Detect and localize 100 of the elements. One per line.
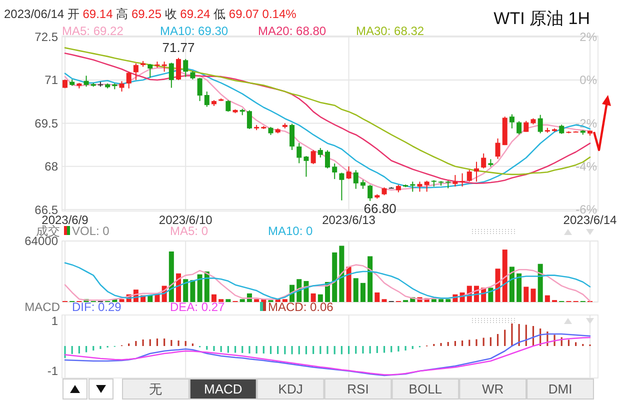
text: 无 xyxy=(149,382,162,396)
bar xyxy=(431,299,436,302)
text: DMI xyxy=(548,382,572,396)
bar xyxy=(154,294,160,302)
bar xyxy=(254,299,260,302)
bar xyxy=(211,294,216,302)
candlestick xyxy=(296,142,302,164)
bar xyxy=(353,278,358,302)
text: MACD xyxy=(204,382,242,396)
text: 2023/06/14 开 69.14 高 69.25 收 69.24 低 69.07 0.14% xyxy=(4,7,296,21)
legend-label: VOL: 0 xyxy=(72,224,110,238)
bar xyxy=(495,268,500,302)
bar xyxy=(332,252,338,302)
bar xyxy=(509,266,514,302)
candlestick xyxy=(133,62,138,81)
y-tick-label: 71 xyxy=(44,73,58,88)
annotation: 66.80 xyxy=(364,200,396,216)
bar xyxy=(530,288,536,302)
bar xyxy=(119,299,124,302)
text: MA10: 69.30 xyxy=(160,24,228,38)
candlestick xyxy=(417,181,422,192)
candlestick xyxy=(290,123,295,150)
text: MA30: 68.32 xyxy=(356,24,424,38)
candlestick xyxy=(559,124,564,134)
bar xyxy=(502,250,508,302)
y-tick-label: 72.5 xyxy=(34,30,58,44)
chart-title: WTI 原油 1H xyxy=(494,9,590,28)
bar xyxy=(516,273,522,302)
candlestick xyxy=(168,62,174,88)
x-tick-label: 2023/6/10 xyxy=(158,213,213,227)
candlestick xyxy=(84,75,89,88)
y2-tick-label: 0% xyxy=(580,73,598,88)
candlestick xyxy=(197,77,202,102)
bar xyxy=(183,279,188,302)
candlestick xyxy=(339,172,344,201)
bar xyxy=(446,299,451,302)
candlestick xyxy=(246,110,252,130)
candlestick xyxy=(318,147,323,158)
candlestick xyxy=(466,169,472,182)
bar xyxy=(538,264,543,302)
candlestick xyxy=(126,71,132,89)
bar xyxy=(360,282,366,302)
annotation: 71.77 xyxy=(162,40,195,55)
candlestick xyxy=(495,138,500,160)
candlestick xyxy=(346,166,352,180)
candlestick xyxy=(452,174,458,188)
text: MA20: 68.80 xyxy=(258,24,326,38)
bar xyxy=(318,294,323,302)
candlestick xyxy=(204,91,210,108)
y-tick-label: 69.5 xyxy=(34,116,58,130)
candlestick xyxy=(410,181,416,192)
text: MA5: 0 xyxy=(170,224,208,238)
text: MA5: 69.22 xyxy=(62,24,124,38)
bar xyxy=(310,293,316,302)
legend-label: MACD: 0.06 xyxy=(268,300,334,314)
candlestick xyxy=(524,120,529,132)
candlestick xyxy=(538,114,543,134)
y-tick-label: 1 xyxy=(51,314,58,328)
candlestick xyxy=(353,170,358,190)
bar xyxy=(544,295,550,302)
candlestick xyxy=(226,100,231,112)
bar xyxy=(190,280,196,302)
y2-tick-label: 2% xyxy=(580,30,598,44)
y-tick-label: 66.5 xyxy=(34,202,58,217)
bar xyxy=(197,274,202,302)
x-tick-label: 2023/6/13 xyxy=(322,213,376,227)
bar xyxy=(204,272,210,302)
y-tick-label: -1 xyxy=(47,364,58,378)
candlestick xyxy=(148,63,153,78)
y-axis-title: MACD xyxy=(24,300,60,314)
y-tick-label: 68 xyxy=(44,160,58,174)
candlestick xyxy=(332,163,338,180)
candlestick xyxy=(368,184,373,202)
candlestick xyxy=(162,61,167,72)
bar xyxy=(218,299,224,302)
bar xyxy=(339,246,344,302)
bar xyxy=(148,295,153,302)
bar xyxy=(374,292,380,302)
bar xyxy=(168,251,174,302)
y2-tick-label: -4% xyxy=(576,160,598,174)
bar xyxy=(282,299,288,302)
text: DEA: 0.27 xyxy=(170,300,226,314)
candlestick xyxy=(474,161,479,182)
text: WR xyxy=(482,382,504,396)
bar xyxy=(240,299,245,302)
bar xyxy=(438,299,444,302)
candlestick xyxy=(509,114,514,129)
x-tick-label: 2023/6/14 xyxy=(563,213,618,227)
candlestick xyxy=(424,180,430,192)
bar xyxy=(382,299,387,302)
text: BOLL xyxy=(408,382,442,396)
candlestick xyxy=(183,58,188,78)
text: KDJ xyxy=(278,382,303,396)
text: RSI xyxy=(347,382,369,396)
text: MA10: 0 xyxy=(268,224,314,238)
bar xyxy=(226,299,231,302)
bar xyxy=(524,286,529,302)
candlestick xyxy=(325,150,330,169)
candlestick xyxy=(481,152,486,169)
candlestick xyxy=(516,120,522,135)
